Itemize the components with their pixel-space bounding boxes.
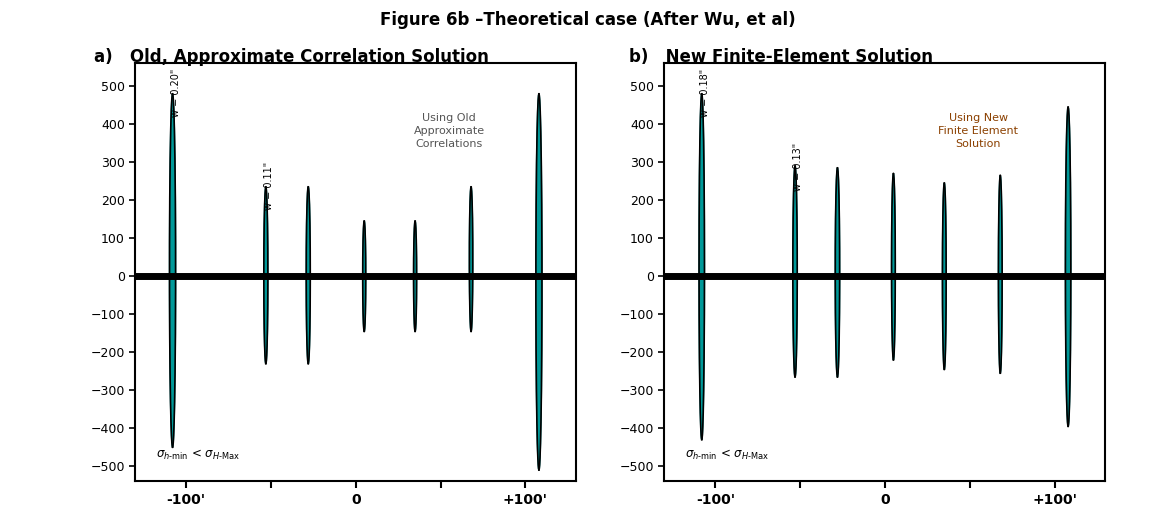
Text: Using Old
Approximate
Correlations: Using Old Approximate Correlations — [414, 113, 485, 149]
Polygon shape — [835, 168, 840, 377]
Text: $\sigma_{h\text{-min}}$ < $\sigma_{H\text{-Max}}$: $\sigma_{h\text{-min}}$ < $\sigma_{H\tex… — [684, 448, 769, 462]
Text: Using New
Finite Element
Solution: Using New Finite Element Solution — [938, 113, 1018, 149]
Polygon shape — [169, 94, 175, 447]
Polygon shape — [998, 176, 1002, 373]
Polygon shape — [793, 166, 797, 377]
Text: w = 0.11": w = 0.11" — [265, 161, 274, 210]
Text: Figure 6b –Theoretical case (After Wu, et al): Figure 6b –Theoretical case (After Wu, e… — [380, 11, 796, 29]
Text: w = 0.13": w = 0.13" — [794, 142, 803, 191]
Text: a)   Old, Approximate Correlation Solution: a) Old, Approximate Correlation Solution — [94, 48, 489, 66]
Text: $\sigma_{h\text{-min}}$ < $\sigma_{H\text{-Max}}$: $\sigma_{h\text{-min}}$ < $\sigma_{H\tex… — [155, 448, 240, 462]
Polygon shape — [699, 94, 704, 440]
Text: w = 0.18": w = 0.18" — [700, 68, 710, 117]
Polygon shape — [362, 221, 366, 331]
Polygon shape — [263, 187, 268, 363]
Polygon shape — [414, 221, 416, 331]
Polygon shape — [891, 174, 895, 360]
Text: b)   New Finite-Element Solution: b) New Finite-Element Solution — [629, 48, 934, 66]
Polygon shape — [306, 187, 310, 363]
Polygon shape — [536, 94, 542, 470]
Polygon shape — [1065, 107, 1071, 426]
Polygon shape — [469, 187, 473, 331]
Text: w = 0.20": w = 0.20" — [171, 68, 181, 117]
Polygon shape — [942, 183, 947, 369]
